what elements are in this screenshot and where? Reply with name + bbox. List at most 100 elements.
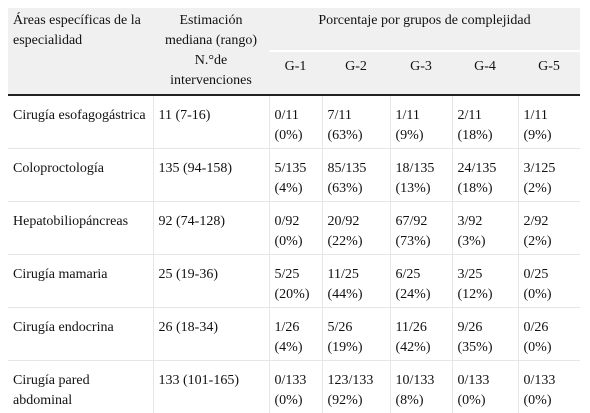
cell-group-5: 1/11(9%) xyxy=(518,95,580,149)
cell-percent: (0%) xyxy=(275,393,303,408)
cell-percent: (19%) xyxy=(328,340,363,355)
cell-median: 25 (19-36) xyxy=(153,255,269,308)
cell-area: Cirugía esofagogástrica xyxy=(8,95,153,149)
header-group: G-1 xyxy=(269,51,322,95)
cell-percent: (24%) xyxy=(396,287,431,302)
cell-area: Cirugía endocrina xyxy=(8,308,153,361)
cell-percent: (3%) xyxy=(458,234,486,249)
cell-percent: (9%) xyxy=(396,128,424,143)
cell-count: 5/135 xyxy=(275,161,307,176)
cell-group-4: 24/135 (18%) xyxy=(452,149,518,202)
cell-percent: (4%) xyxy=(275,181,303,196)
cell-count: 9/26 xyxy=(458,320,483,335)
cell-area: Cirugía mamaria xyxy=(8,255,153,308)
cell-group-1: 5/25 (20%) xyxy=(269,255,322,308)
cell-count: 0/11 xyxy=(275,108,299,123)
cell-group-3: 1/11 (9%) xyxy=(390,95,452,149)
cell-count: 24/135 xyxy=(458,161,497,176)
cell-count: 18/135 xyxy=(396,161,435,176)
cell-count: 0/25 xyxy=(524,267,549,282)
cell-group-2: 123/133 (92%) xyxy=(322,361,390,413)
cell-group-1: 0/92 (0%) xyxy=(269,202,322,255)
cell-count: 3/92 xyxy=(458,214,483,229)
cell-count: 0/92 xyxy=(275,214,300,229)
cell-count: 5/26 xyxy=(328,320,353,335)
cell-count: 1/11 xyxy=(396,108,420,123)
header-area: Áreas específicas de la especialidad xyxy=(8,8,153,95)
header-group: G-4 xyxy=(452,51,518,95)
cell-group-2: 20/92 (22%) xyxy=(322,202,390,255)
header-group: G-2 xyxy=(322,51,390,95)
cell-count: 3/25 xyxy=(458,267,483,282)
cell-group-2: 7/11 (63%) xyxy=(322,95,390,149)
cell-median: 26 (18-34) xyxy=(153,308,269,361)
cell-count: 5/25 xyxy=(275,267,300,282)
cell-percent: (63%) xyxy=(328,181,363,196)
cell-group-5: 2/92 (2%) xyxy=(518,202,580,255)
cell-count: 2/11 xyxy=(458,108,482,123)
cell-group-5: 0/133 (0%) xyxy=(518,361,580,413)
cell-group-3: 10/133 (8%) xyxy=(390,361,452,413)
cell-count: 0/26 xyxy=(524,320,549,335)
cell-count: 1/26 xyxy=(275,320,300,335)
header-interventions: N.°de intervenciones xyxy=(153,51,269,95)
header-group: G-5 xyxy=(518,51,580,95)
cell-percent: (12%) xyxy=(458,287,493,302)
cell-median: 133 (101-165) xyxy=(153,361,269,413)
cell-count: 0/133 xyxy=(524,373,556,388)
table-container: Áreas específicas de la especialidad Est… xyxy=(8,8,580,413)
cell-count: 67/92 xyxy=(396,214,428,229)
header-estimate: Estimación mediana (rango) xyxy=(153,8,269,51)
cell-percent: (2%) xyxy=(524,181,552,196)
header-group: G-3 xyxy=(390,51,452,95)
cell-group-2: 85/135 (63%) xyxy=(322,149,390,202)
cell-percent: (20%) xyxy=(275,287,310,302)
cell-count: 11/26 xyxy=(396,320,427,335)
cell-area: Hepatobiliopáncreas xyxy=(8,202,153,255)
cell-group-4: 2/11(18%) xyxy=(452,95,518,149)
cell-group-3: 11/26(42%) xyxy=(390,308,452,361)
cell-percent: (22%) xyxy=(328,234,363,249)
cell-count: 0/133 xyxy=(458,373,490,388)
header-groups-title: Porcentaje por grupos de complejidad xyxy=(269,8,580,51)
cell-percent: (0%) xyxy=(275,234,303,249)
cell-group-3: 6/25(24%) xyxy=(390,255,452,308)
cell-percent: (92%) xyxy=(328,393,363,408)
cell-count: 2/92 xyxy=(524,214,549,229)
cell-median: 11 (7-16) xyxy=(153,95,269,149)
cell-count: 85/135 xyxy=(328,161,367,176)
cell-percent: (13%) xyxy=(396,181,431,196)
cell-group-3: 67/92(73%) xyxy=(390,202,452,255)
cell-group-3: 18/135 (13%) xyxy=(390,149,452,202)
cell-count: 0/133 xyxy=(275,373,307,388)
cell-group-5: 0/26(0%) xyxy=(518,308,580,361)
cell-percent: (44%) xyxy=(328,287,363,302)
cell-area: Coloproctología xyxy=(8,149,153,202)
cell-area: Cirugía pared abdominal xyxy=(8,361,153,413)
cell-percent: (2%) xyxy=(524,234,552,249)
cell-group-1: 1/26 (4%) xyxy=(269,308,322,361)
cell-percent: (0%) xyxy=(524,287,552,302)
cell-percent: (63%) xyxy=(328,128,363,143)
cell-percent: (18%) xyxy=(458,181,493,196)
cell-percent: (4%) xyxy=(275,340,303,355)
cell-count: 7/11 xyxy=(328,108,352,123)
cell-count: 20/92 xyxy=(328,214,360,229)
cell-median: 135 (94-158) xyxy=(153,149,269,202)
cell-percent: (0%) xyxy=(524,393,552,408)
cell-group-4: 3/92 (3%) xyxy=(452,202,518,255)
cell-count: 123/133 xyxy=(328,373,374,388)
cell-count: 10/133 xyxy=(396,373,435,388)
cell-group-4: 9/26(35%) xyxy=(452,308,518,361)
cell-group-4: 3/25 (12%) xyxy=(452,255,518,308)
cell-group-1: 0/133 (0%) xyxy=(269,361,322,413)
cell-count: 3/125 xyxy=(524,161,556,176)
cell-percent: (8%) xyxy=(396,393,424,408)
